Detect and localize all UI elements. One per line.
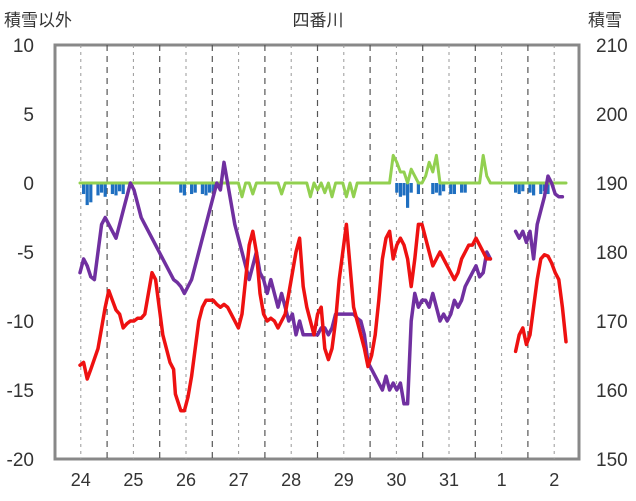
snowfall-bar <box>521 183 525 192</box>
snowfall-bar <box>204 183 208 196</box>
left-axis-label: 積雪以外 <box>4 11 72 31</box>
left-tick-label: -15 <box>7 381 34 402</box>
right-tick-label: 190 <box>596 174 628 195</box>
series-line-red2 <box>513 253 568 354</box>
snowfall-bar <box>200 183 204 195</box>
snowfall-bar <box>452 183 456 195</box>
line-series <box>78 153 568 413</box>
x-tick-label: 28 <box>281 470 301 490</box>
snowfall-bar <box>85 183 89 206</box>
right-tick-label: 200 <box>596 105 628 126</box>
snowfall-bar <box>539 183 543 195</box>
snowfall-bar <box>96 183 100 196</box>
snowfall-bar <box>442 183 446 192</box>
snowfall-bar <box>179 183 183 193</box>
snowfall-bar <box>100 183 104 193</box>
bar-series <box>82 183 550 208</box>
right-axis-label: 積雪 <box>588 11 622 31</box>
x-tick-label: 29 <box>334 470 354 490</box>
snowfall-bar <box>190 183 194 195</box>
x-tick-label: 31 <box>439 470 459 490</box>
snowfall-bar <box>546 183 550 195</box>
snowfall-bar <box>431 183 435 195</box>
snowfall-bar <box>514 183 518 193</box>
chart-title: 四番川 <box>293 11 344 31</box>
right-tick-label: 210 <box>596 36 628 57</box>
snowfall-bar <box>398 183 402 197</box>
snowfall-bar <box>434 183 438 193</box>
snowfall-bar <box>89 183 93 203</box>
snowfall-bar <box>110 183 114 195</box>
snowfall-bar <box>103 183 107 197</box>
snowfall-bar <box>517 183 521 195</box>
x-tick-label: 30 <box>386 470 406 490</box>
right-tick-label: 150 <box>596 450 628 471</box>
snowfall-bar <box>438 183 442 196</box>
series-line-red <box>78 222 493 413</box>
snowfall-bar <box>416 183 420 195</box>
left-tick-label: -20 <box>7 450 34 471</box>
x-tick-label: 1 <box>497 470 507 490</box>
snowfall-bar <box>449 183 453 195</box>
snowfall-bar <box>182 183 186 196</box>
snowfall-bar <box>463 183 467 193</box>
snowfall-bar <box>395 183 399 193</box>
left-tick-label: 0 <box>23 174 34 195</box>
grid-lines <box>80 45 555 459</box>
snowfall-bar <box>211 183 215 192</box>
right-tick-label: 160 <box>596 381 628 402</box>
right-tick-label: 170 <box>596 312 628 333</box>
right-tick-label: 180 <box>596 243 628 264</box>
snowfall-bar <box>114 183 118 196</box>
series-line-purple2 <box>513 174 565 261</box>
snowfall-bar <box>82 183 86 195</box>
x-tick-label: 24 <box>71 470 91 490</box>
snowfall-bar <box>121 183 125 195</box>
x-tick-labels: 24 25 26 27 28 29 30 31 1 2 <box>71 470 559 490</box>
snowfall-bar <box>208 183 212 193</box>
x-tick-label: 26 <box>176 470 196 490</box>
x-tick-label: 2 <box>549 470 559 490</box>
snowfall-bar <box>528 183 532 193</box>
snowfall-bar <box>460 183 464 193</box>
x-tick-label: 25 <box>123 470 143 490</box>
left-tick-label: -5 <box>17 243 34 264</box>
x-tick-label: 27 <box>229 470 249 490</box>
left-tick-label: -10 <box>7 312 34 333</box>
snowfall-bar <box>406 183 410 208</box>
left-tick-labels: 10 5 0 -5 -10 -15 -20 <box>7 36 34 471</box>
snowfall-bar <box>409 183 413 193</box>
right-tick-labels: 210 200 190 180 170 160 150 <box>596 36 628 471</box>
snowfall-bar <box>193 183 197 193</box>
left-tick-label: 10 <box>13 36 34 57</box>
snowfall-bar <box>118 183 122 192</box>
snowfall-bar <box>402 183 406 196</box>
series-line-green <box>78 153 568 199</box>
left-tick-label: 5 <box>23 105 34 126</box>
snowfall-bar <box>532 183 536 196</box>
